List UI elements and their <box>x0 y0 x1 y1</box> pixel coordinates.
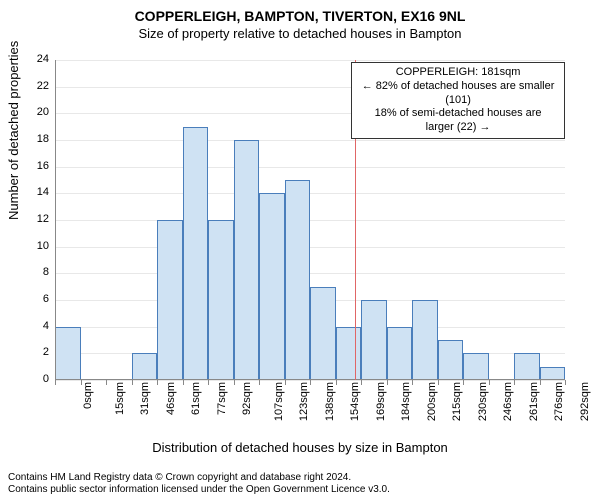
histogram-bar <box>183 127 209 380</box>
histogram-bar <box>55 327 81 380</box>
gridline <box>55 167 565 168</box>
footer-line-1: Contains HM Land Registry data © Crown c… <box>8 472 390 484</box>
histogram-bar <box>208 220 234 380</box>
chart-subtitle: Size of property relative to detached ho… <box>0 24 600 41</box>
histogram-bar <box>361 300 387 380</box>
footer-line-2: Contains public sector information licen… <box>8 484 390 496</box>
chart-title: COPPERLEIGH, BAMPTON, TIVERTON, EX16 9NL <box>0 0 600 24</box>
x-tick-label: 92sqm <box>241 382 253 415</box>
histogram-bar <box>540 367 566 380</box>
x-tick-label: 107sqm <box>273 382 285 421</box>
gridline <box>55 140 565 141</box>
x-axis-label: Distribution of detached houses by size … <box>0 440 600 455</box>
histogram-bar <box>285 180 311 380</box>
x-tick-label: 154sqm <box>349 382 361 421</box>
y-tick-label: 24 <box>27 53 49 65</box>
x-tick-label: 77sqm <box>216 382 228 415</box>
annotation-line-3: 18% of semi-detached houses are larger (… <box>360 107 556 135</box>
x-tick-label: 215sqm <box>451 382 463 421</box>
x-tick-label: 123sqm <box>298 382 310 421</box>
x-tick-label: 261sqm <box>528 382 540 421</box>
x-tick-label: 292sqm <box>579 382 591 421</box>
histogram-bar <box>132 353 158 380</box>
gridline <box>55 273 565 274</box>
y-tick-label: 8 <box>27 266 49 278</box>
y-tick-label: 6 <box>27 293 49 305</box>
histogram-bar <box>259 193 285 380</box>
x-tick-label: 230sqm <box>477 382 489 421</box>
histogram-bar <box>412 300 438 380</box>
histogram-bar <box>310 287 336 380</box>
footer-attribution: Contains HM Land Registry data © Crown c… <box>8 472 390 496</box>
annotation-line-1: COPPERLEIGH: 181sqm <box>360 66 556 80</box>
y-tick-label: 18 <box>27 133 49 145</box>
y-tick-label: 16 <box>27 160 49 172</box>
y-tick-label: 20 <box>27 106 49 118</box>
x-tick-label: 138sqm <box>324 382 336 421</box>
annotation-line-2: ← 82% of detached houses are smaller (10… <box>360 80 556 108</box>
x-tick-label: 46sqm <box>165 382 177 415</box>
y-tick-label: 2 <box>27 346 49 358</box>
x-tick-label: 246sqm <box>502 382 514 421</box>
y-tick-label: 4 <box>27 320 49 332</box>
x-tick-label: 61sqm <box>190 382 202 415</box>
histogram-bar <box>514 353 540 380</box>
histogram-bar <box>336 327 362 380</box>
y-tick-label: 0 <box>27 373 49 385</box>
x-tick-label: 276sqm <box>553 382 565 421</box>
y-tick-label: 10 <box>27 240 49 252</box>
x-tick-label: 0sqm <box>82 382 94 409</box>
histogram-bar <box>387 327 413 380</box>
gridline <box>55 220 565 221</box>
histogram-bar <box>463 353 489 380</box>
histogram-bar <box>157 220 183 380</box>
gridline <box>55 247 565 248</box>
chart-plot-area: 0246810121416182022240sqm15sqm31sqm46sqm… <box>55 60 565 380</box>
y-axis-label: Number of detached properties <box>6 41 21 220</box>
x-tick-label: 15sqm <box>114 382 126 415</box>
x-tick-label: 31sqm <box>139 382 151 415</box>
x-tick-label: 169sqm <box>375 382 387 421</box>
annotation-box: COPPERLEIGH: 181sqm← 82% of detached hou… <box>351 62 565 139</box>
histogram-bar <box>234 140 260 380</box>
gridline <box>55 60 565 61</box>
x-tick-label: 200sqm <box>426 382 438 421</box>
y-tick-label: 12 <box>27 213 49 225</box>
x-tick-label: 184sqm <box>400 382 412 421</box>
histogram-bar <box>438 340 464 380</box>
gridline <box>55 193 565 194</box>
y-tick-label: 14 <box>27 186 49 198</box>
y-tick-label: 22 <box>27 80 49 92</box>
